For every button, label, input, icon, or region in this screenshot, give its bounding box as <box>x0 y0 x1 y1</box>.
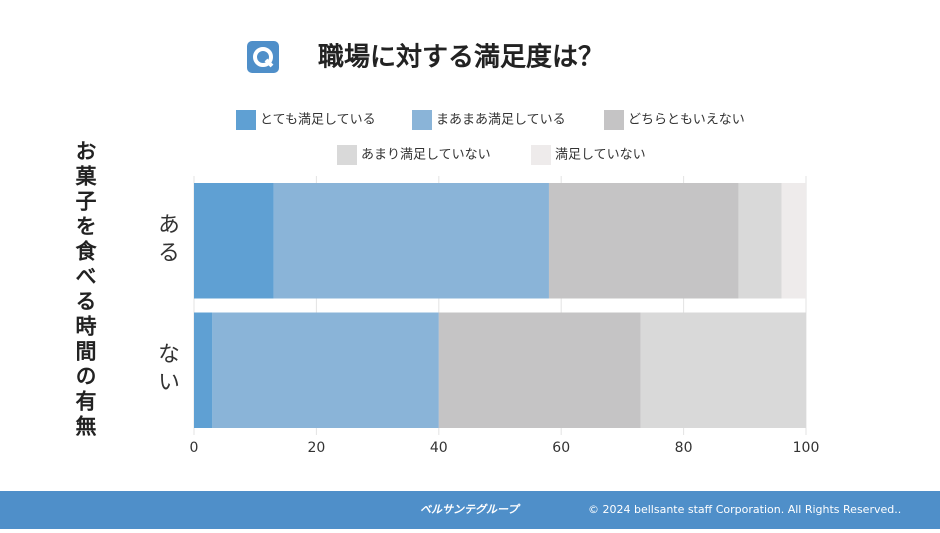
y-tick-label: ない <box>154 342 179 398</box>
bar-segment <box>548 183 739 299</box>
bar-segment <box>640 312 806 428</box>
x-tick-label: 80 <box>675 440 693 456</box>
x-tick-label: 60 <box>552 440 570 456</box>
bar-segment <box>212 312 439 428</box>
legend-label: とても満足している <box>260 113 376 128</box>
legend-swatch <box>236 110 256 130</box>
footer-band <box>0 491 940 529</box>
x-tick-label: 100 <box>793 440 820 456</box>
footer-copyright: © 2024 bellsante staff Corporation. All … <box>588 503 901 516</box>
x-tick-label: 20 <box>307 440 325 456</box>
legend-label: あまり満足していない <box>361 148 491 163</box>
legend-label: 満足していない <box>555 148 646 163</box>
chart-title: 職場に対する満足度は？ <box>318 42 604 73</box>
bar-segment <box>438 312 641 428</box>
footer-logo: ベルサンテグループ <box>420 503 521 516</box>
bar-segment <box>194 183 274 299</box>
bar-segment <box>194 312 213 428</box>
bar-segment <box>781 183 806 299</box>
legend-swatch <box>412 110 432 130</box>
bar-segment <box>738 183 782 299</box>
x-tick-label: 0 <box>190 440 199 456</box>
y-tick-label: ある <box>154 213 179 269</box>
x-tick-label: 40 <box>430 440 448 456</box>
y-axis-label: お菓子を食べる時間の有無 <box>73 140 98 440</box>
legend-swatch <box>604 110 624 130</box>
title-icon-ring <box>253 47 273 67</box>
legend-label: どちらともいえない <box>628 113 745 128</box>
legend-swatch <box>337 145 357 165</box>
title-icon-tail <box>264 58 274 68</box>
bar-segment <box>273 183 549 299</box>
legend-label: まあまあ満足している <box>436 113 566 128</box>
legend-swatch <box>531 145 551 165</box>
title-icon <box>247 41 279 73</box>
